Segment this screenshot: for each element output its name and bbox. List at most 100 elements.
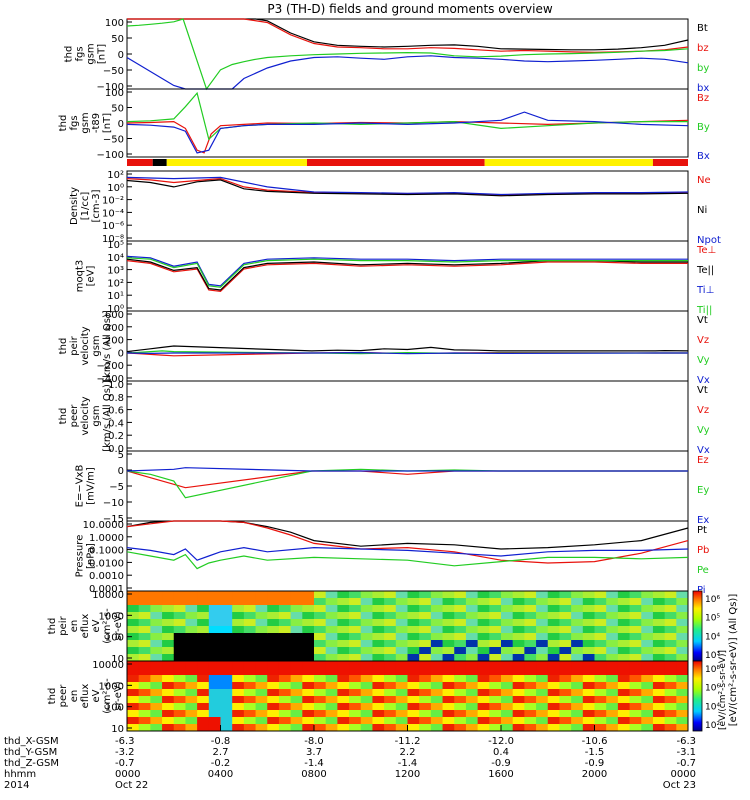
spectrogram-cell	[629, 591, 642, 599]
spectrogram-cell	[220, 605, 233, 613]
spectrogram-cell	[384, 619, 397, 627]
spectrogram-cell	[430, 703, 444, 711]
spectrogram-cell	[477, 661, 490, 669]
spectrogram-cell	[664, 710, 677, 718]
spectrogram-cell	[349, 647, 362, 655]
spectrogram-cell	[349, 682, 362, 690]
spectrogram-cell	[127, 654, 140, 662]
spectrogram-cell	[197, 612, 210, 620]
y-axis-label: eflux	[80, 614, 91, 639]
spectrogram-cell	[582, 591, 595, 599]
spectrogram-cell	[220, 619, 233, 627]
spectrogram-cell	[547, 654, 560, 662]
spectrogram-cell	[349, 668, 362, 676]
spectrogram-cell	[477, 640, 490, 648]
colorbar	[692, 590, 703, 662]
spectrogram-cell	[162, 654, 175, 662]
spectrogram-cell	[162, 703, 175, 711]
spectrogram-cell	[430, 619, 444, 627]
legend-Vy: Vy	[697, 425, 710, 436]
spectrogram-cell	[501, 640, 514, 648]
spectrogram-cell	[465, 710, 479, 718]
y-tick-label: 10⁻⁶	[102, 221, 124, 232]
spectrogram-cell	[652, 717, 666, 725]
spectrogram-cell	[173, 724, 186, 732]
spectrogram-cell	[407, 633, 420, 641]
spectrogram-cell	[641, 696, 654, 704]
spectrogram-cell	[162, 682, 175, 690]
y-axis-label: thd	[58, 115, 69, 132]
spectrogram-cell	[325, 724, 338, 732]
spectrogram-cell	[571, 668, 584, 676]
spectrogram-cell	[465, 668, 479, 676]
spectrogram-cell	[419, 703, 432, 711]
spectrogram-cell	[302, 703, 315, 711]
spectrogram-cell	[594, 605, 607, 613]
spectrogram-cell	[606, 717, 619, 725]
spectrogram-cell	[232, 626, 245, 634]
spectrogram-cell	[442, 612, 455, 620]
time-row-value: -3.1	[676, 747, 696, 758]
spectrogram-cell	[617, 696, 631, 704]
spectrogram-cell	[384, 717, 397, 725]
spectrogram-cell	[173, 619, 186, 627]
spectrogram-cell	[220, 654, 233, 662]
spectrogram-cell	[208, 654, 221, 662]
legend-Ey: Ey	[697, 485, 709, 496]
mode-bar-segment	[484, 159, 653, 166]
y-axis-label: [1/cc]	[80, 192, 91, 221]
spectrogram-cell	[582, 703, 595, 711]
spectrogram-cell	[278, 668, 292, 676]
spectrogram-cell	[150, 689, 163, 697]
y-tick-label: −15	[103, 514, 124, 525]
spectrogram-cell	[197, 668, 210, 676]
spectrogram-cell	[232, 591, 245, 599]
spectrogram-cell	[571, 724, 584, 732]
spectrogram-cell	[150, 682, 163, 690]
spectrogram-cell	[243, 654, 257, 662]
spectrogram-cell	[395, 703, 408, 711]
spectrogram-cell	[454, 605, 467, 613]
spectrogram-cell	[349, 703, 362, 711]
y-tick-label: 1.0	[108, 380, 124, 391]
spectrogram-cell	[267, 724, 280, 732]
spectrogram-cell	[629, 703, 642, 711]
spectrogram-cell	[208, 689, 221, 697]
spectrogram-cell	[571, 675, 584, 683]
spectrogram-cell	[185, 724, 198, 732]
spectrogram-cell	[302, 640, 315, 648]
y-tick-label: −5	[109, 482, 124, 493]
spectrogram-cell	[489, 640, 502, 648]
spectrogram-cell	[536, 717, 549, 725]
spectrogram-cell	[302, 633, 315, 641]
spectrogram-cell	[501, 591, 514, 599]
spectrogram-cell	[641, 640, 654, 648]
spectrogram-cell	[162, 626, 175, 634]
spectrogram-cell	[419, 633, 432, 641]
spectrogram-cell	[536, 724, 549, 732]
spectrogram-cell	[302, 724, 315, 732]
spectrogram-cell	[582, 696, 595, 704]
spectrogram-cell	[290, 640, 303, 648]
spectrogram-cell	[138, 717, 151, 725]
time-row-label: hhmm	[4, 769, 36, 780]
spectrogram-cell	[208, 619, 221, 627]
spectrogram-cell	[220, 696, 233, 704]
spectrogram-cell	[197, 710, 210, 718]
spectrogram-cell	[582, 647, 595, 655]
spectrogram-cell	[150, 696, 163, 704]
spectrogram-cell	[454, 696, 467, 704]
spectrogram-cell	[220, 661, 233, 669]
spectrogram-cell	[547, 612, 560, 620]
spectrogram-cell	[512, 619, 525, 627]
spectrogram-cell	[290, 626, 303, 634]
spectrogram-cell	[419, 661, 432, 669]
spectrogram-cell	[559, 703, 572, 711]
spectrogram-cell	[489, 605, 502, 613]
spectrogram-cell	[314, 661, 327, 669]
spectrogram-cell	[606, 591, 619, 599]
spectrogram-cell	[430, 724, 444, 732]
spectrogram-cell	[325, 703, 338, 711]
spectrogram-cell	[489, 668, 502, 676]
spectrogram-cell	[652, 640, 666, 648]
